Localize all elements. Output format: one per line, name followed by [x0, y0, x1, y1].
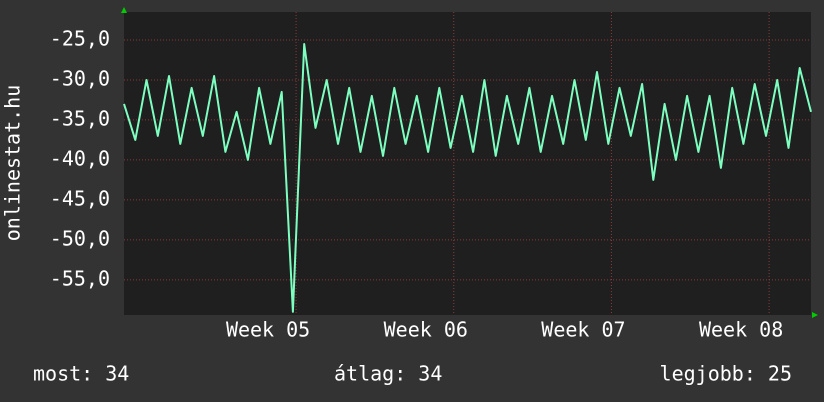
x-tick-label: Week 08: [699, 318, 783, 342]
x-tick-label: Week 06: [384, 318, 468, 342]
x-tick-label: Week 07: [541, 318, 625, 342]
y-tick-label: -50,0: [50, 226, 110, 250]
x-arrow: [812, 312, 818, 318]
y-tick-label: -45,0: [50, 186, 110, 210]
data-line: [123, 43, 812, 313]
plot: [123, 43, 812, 313]
footer-average: átlag: 34: [334, 362, 442, 386]
footer-current: most: 34: [33, 362, 129, 386]
y-tick-label: -25,0: [50, 26, 110, 50]
x-tick-label: Week 05: [226, 318, 310, 342]
y-arrow: [121, 7, 127, 13]
footer-best: legjobb: 25: [660, 362, 792, 386]
y-tick-label: -30,0: [50, 66, 110, 90]
y-tick-label: -35,0: [50, 106, 110, 130]
y-tick-label: -55,0: [50, 266, 110, 290]
plot-area: [124, 12, 811, 315]
y-tick-label: -40,0: [50, 146, 110, 170]
y-axis-label: onlinestat.hu: [1, 85, 25, 242]
